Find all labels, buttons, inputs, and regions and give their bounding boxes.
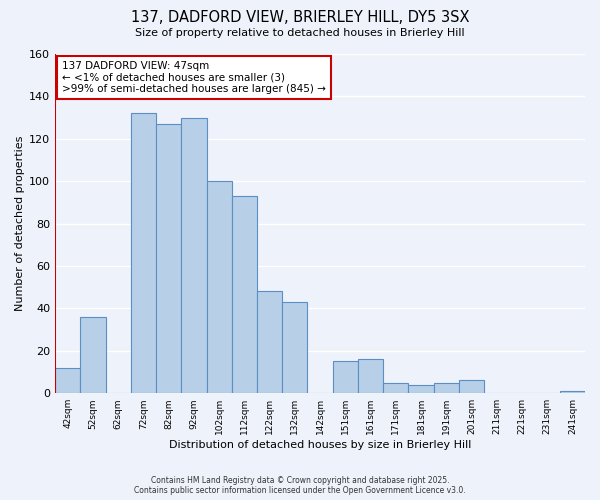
Text: 137 DADFORD VIEW: 47sqm
← <1% of detached houses are smaller (3)
>99% of semi-de: 137 DADFORD VIEW: 47sqm ← <1% of detache… xyxy=(62,61,326,94)
Bar xyxy=(560,391,585,393)
Bar xyxy=(282,302,307,393)
Text: Contains HM Land Registry data © Crown copyright and database right 2025.
Contai: Contains HM Land Registry data © Crown c… xyxy=(134,476,466,495)
Bar xyxy=(55,368,80,393)
Bar xyxy=(358,360,383,393)
Text: 137, DADFORD VIEW, BRIERLEY HILL, DY5 3SX: 137, DADFORD VIEW, BRIERLEY HILL, DY5 3S… xyxy=(131,10,469,25)
Bar xyxy=(181,118,206,393)
Bar xyxy=(131,114,156,393)
Bar xyxy=(156,124,181,393)
Y-axis label: Number of detached properties: Number of detached properties xyxy=(15,136,25,312)
Bar xyxy=(383,382,409,393)
Bar xyxy=(332,362,358,393)
Bar xyxy=(232,196,257,393)
Bar xyxy=(409,384,434,393)
Bar xyxy=(206,181,232,393)
Bar xyxy=(80,317,106,393)
X-axis label: Distribution of detached houses by size in Brierley Hill: Distribution of detached houses by size … xyxy=(169,440,471,450)
Bar xyxy=(434,382,459,393)
Text: Size of property relative to detached houses in Brierley Hill: Size of property relative to detached ho… xyxy=(135,28,465,38)
Bar xyxy=(459,380,484,393)
Bar xyxy=(257,292,282,393)
